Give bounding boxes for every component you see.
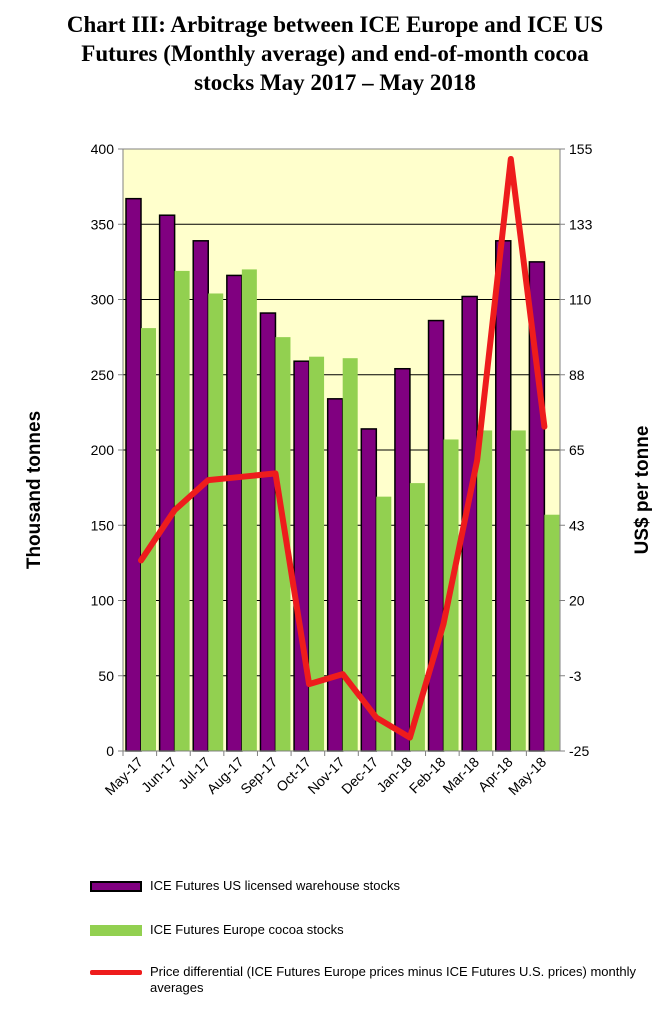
us-stocks-bar [293,360,310,752]
y2-tick-label: 133 [569,216,593,232]
x-tick-label: May-18 [505,754,549,798]
y-axis-label: Thousand tonnes [24,411,45,569]
legend-item-price-differential: Price differential (ICE Futures Europe p… [90,964,670,996]
y-tick-label: 50 [98,668,114,684]
y2-tick-label: -3 [569,668,582,684]
y2-tick-label: 88 [569,367,585,383]
y-tick-label: 400 [91,141,115,157]
eu-stocks-bar [342,358,358,751]
chart-title-line-1: Chart III: Arbitrage between ICE Europe … [66,12,604,37]
y-tick-label: 0 [106,743,114,759]
us-stocks-bar [394,367,411,752]
legend-swatch-price-differential [90,970,142,975]
x-tick-label: Feb-18 [406,754,449,797]
us-stocks-bar [192,240,209,752]
chart-title-line-2: Futures (Monthly average) and end-of-mon… [81,41,589,66]
x-tick-label: Nov-17 [304,754,347,797]
y2-tick-label: 155 [569,141,593,157]
x-tick-label: Dec-17 [338,754,381,797]
eu-stocks-bar [174,270,190,751]
y-tick-label: 200 [91,442,115,458]
y2-tick-label: 65 [569,442,585,458]
right-axis-ticks: -25 -3 20 43 65 88 110 133 155 [560,141,593,759]
us-stocks-bar [125,197,142,752]
y2-tick-label: 43 [569,517,585,533]
chart-svg: 0 50 100 150 200 250 300 350 400 -25 -3 20 43 65 88 11… [24,141,653,798]
us-stocks-bar [326,398,344,752]
eu-stocks-bar [309,356,325,751]
y2-tick-label: 110 [569,292,592,308]
eu-stocks-bar [510,430,526,751]
us-stocks-bar [158,214,176,752]
y-tick-label: 300 [91,292,115,308]
eu-stocks-bar [141,328,156,751]
legend-item-eu-stocks: ICE Futures Europe cocoa stocks [90,922,670,938]
us-stocks-bar [226,274,243,752]
eu-stocks-bar [208,293,224,751]
eu-stocks-bar [544,514,560,751]
y2-axis-label: US$ per tonne [632,426,653,555]
legend-label-price-differential: Price differential (ICE Futures Europe p… [150,964,636,995]
price-differential-line [138,156,548,741]
chart-title: Chart III: Arbitrage between ICE Europe … [0,10,670,97]
bar-series [125,197,560,752]
legend-swatch-us-stocks [90,881,142,892]
y2-tick-label: -25 [569,743,589,759]
legend-label-us-stocks: ICE Futures US licensed warehouse stocks [150,878,400,893]
eu-stocks-bar [409,483,425,751]
x-tick-label: May-17 [102,754,146,798]
legend-label-eu-stocks: ICE Futures Europe cocoa stocks [150,922,344,937]
x-tick-label: Aug-17 [204,754,247,797]
x-tick-label: Sep-17 [237,754,280,797]
eu-stocks-bar [241,269,257,751]
eu-stocks-bar [376,496,392,751]
y2-tick-label: 20 [569,593,585,609]
legend-item-us-stocks: ICE Futures US licensed warehouse stocks [90,878,670,894]
y-tick-label: 100 [91,593,115,609]
x-tick-label: Jun-17 [138,754,180,796]
y-tick-label: 150 [91,517,115,533]
us-stocks-bar [259,312,277,752]
us-stocks-bar [495,240,512,752]
y-tick-label: 250 [91,367,115,383]
legend-swatch-eu-stocks [90,925,142,936]
eu-stocks-bar [275,337,291,751]
y-tick-label: 350 [91,216,115,232]
chart-title-line-3: stocks May 2017 – May 2018 [194,70,476,95]
us-stocks-bar [427,319,445,752]
x-tick-label: Mar-18 [439,754,482,797]
eu-stocks-bar [477,430,493,751]
left-axis-ticks: 0 50 100 150 200 250 300 350 400 [91,141,123,759]
x-axis-ticks: May-17Jun-17Jul-17Aug-17Sep-17Oct-17Nov-… [102,750,560,798]
